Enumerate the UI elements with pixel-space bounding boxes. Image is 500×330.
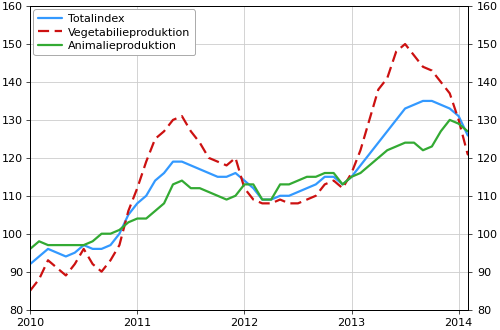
Line: Animalieproduktion: Animalieproduktion: [30, 120, 494, 249]
Line: Totalindex: Totalindex: [30, 101, 494, 264]
Totalindex: [27, 262, 33, 266]
Animalieproduktion: [152, 209, 158, 213]
Totalindex: [446, 107, 452, 111]
Line: Vegetabilieproduktion: Vegetabilieproduktion: [30, 44, 494, 291]
Vegetabilieproduktion: [322, 182, 328, 186]
Animalieproduktion: [304, 175, 310, 179]
Totalindex: [420, 99, 426, 103]
Totalindex: [384, 129, 390, 133]
Animalieproduktion: [446, 118, 452, 122]
Vegetabilieproduktion: [27, 289, 33, 293]
Vegetabilieproduktion: [304, 198, 310, 202]
Animalieproduktion: [295, 179, 301, 182]
Vegetabilieproduktion: [295, 201, 301, 205]
Animalieproduktion: [438, 129, 444, 133]
Vegetabilieproduktion: [402, 42, 408, 46]
Animalieproduktion: [27, 247, 33, 251]
Vegetabilieproduktion: [384, 76, 390, 80]
Vegetabilieproduktion: [446, 91, 452, 95]
Animalieproduktion: [492, 137, 498, 141]
Totalindex: [152, 179, 158, 182]
Totalindex: [304, 186, 310, 190]
Totalindex: [492, 145, 498, 148]
Vegetabilieproduktion: [152, 137, 158, 141]
Vegetabilieproduktion: [492, 160, 498, 164]
Legend: Totalindex, Vegetabilieproduktion, Animalieproduktion: Totalindex, Vegetabilieproduktion, Anima…: [34, 10, 195, 55]
Totalindex: [295, 190, 301, 194]
Animalieproduktion: [322, 171, 328, 175]
Animalieproduktion: [384, 148, 390, 152]
Totalindex: [322, 175, 328, 179]
